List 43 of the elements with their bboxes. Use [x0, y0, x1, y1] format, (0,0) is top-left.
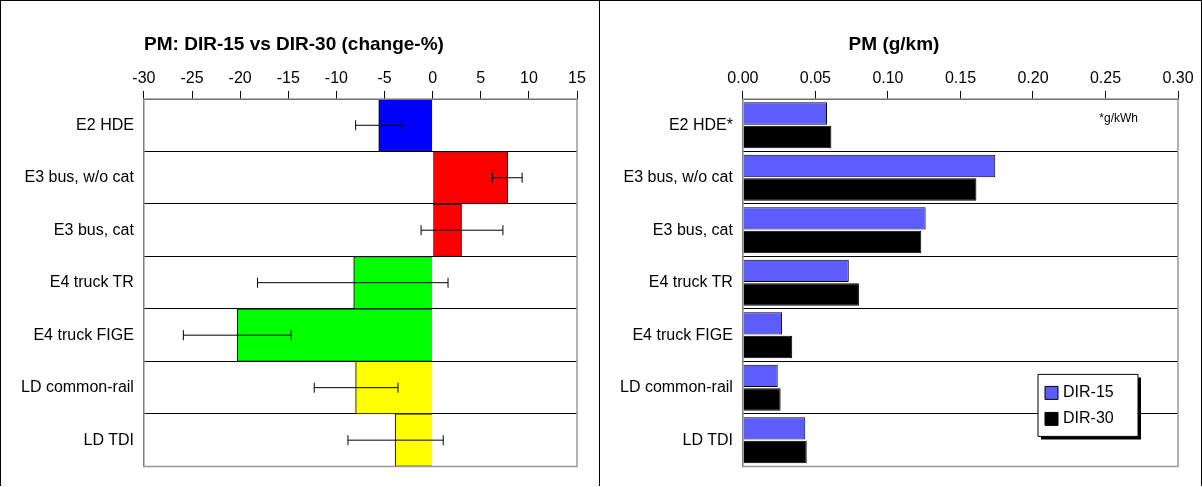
- annotation: *g/kWh: [1099, 111, 1138, 126]
- y-tick-label: LD TDI: [682, 430, 733, 448]
- bar: [743, 230, 922, 254]
- x-tick-label: 0: [428, 68, 438, 86]
- y-tick-label: LD common-rail: [619, 378, 733, 396]
- y-tick-label: LD TDI: [83, 430, 134, 448]
- chart-title: PM: DIR-15 vs DIR-30 (change-%): [144, 32, 444, 54]
- x-tick-label: -10: [324, 68, 349, 86]
- chart-title: PM (g/km): [848, 32, 940, 54]
- bar: [743, 178, 977, 201]
- y-tick-label: LD common-rail: [20, 378, 134, 396]
- bar: [743, 335, 793, 359]
- x-tick-label: 10: [519, 68, 538, 86]
- y-tick-label: E3 bus, w/o cat: [623, 168, 734, 186]
- x-tick-label: 0.00: [727, 68, 759, 86]
- x-tick-label: 0.20: [1017, 68, 1049, 86]
- y-tick-label: E3 bus, w/o cat: [24, 168, 135, 186]
- x-tick-label: 0.25: [1089, 68, 1122, 86]
- y-tick-label: E4 truck TR: [648, 273, 733, 291]
- legend-label: DIR-15: [1063, 382, 1114, 400]
- bar: [743, 283, 859, 306]
- x-tick-label: 0.15: [944, 68, 977, 86]
- y-tick-label: E3 bus, cat: [652, 220, 734, 238]
- bar: [743, 440, 807, 464]
- x-tick-label: -30: [132, 68, 156, 86]
- x-tick-label: 0.05: [799, 68, 832, 86]
- bar: [743, 125, 832, 149]
- x-tick-label: -15: [276, 68, 300, 86]
- y-tick-label: E4 truck FIGE: [632, 325, 733, 343]
- y-tick-label: E2 HDE*: [668, 115, 733, 133]
- x-tick-label: -25: [180, 68, 204, 86]
- y-tick-label: E4 truck FIGE: [33, 325, 134, 343]
- x-tick-label: 5: [476, 68, 486, 86]
- x-tick-label: 0.10: [872, 68, 904, 86]
- x-tick-label: 15: [568, 68, 586, 86]
- legend-label: DIR-30: [1063, 408, 1114, 426]
- y-tick-label: E2 HDE: [76, 115, 134, 133]
- bar: [743, 388, 781, 411]
- x-tick-label: -20: [228, 68, 252, 86]
- y-tick-label: E3 bus, cat: [53, 220, 135, 238]
- y-tick-label: E4 truck TR: [49, 273, 134, 291]
- x-tick-label: 0.30: [1162, 68, 1194, 86]
- x-tick-label: -5: [377, 68, 392, 86]
